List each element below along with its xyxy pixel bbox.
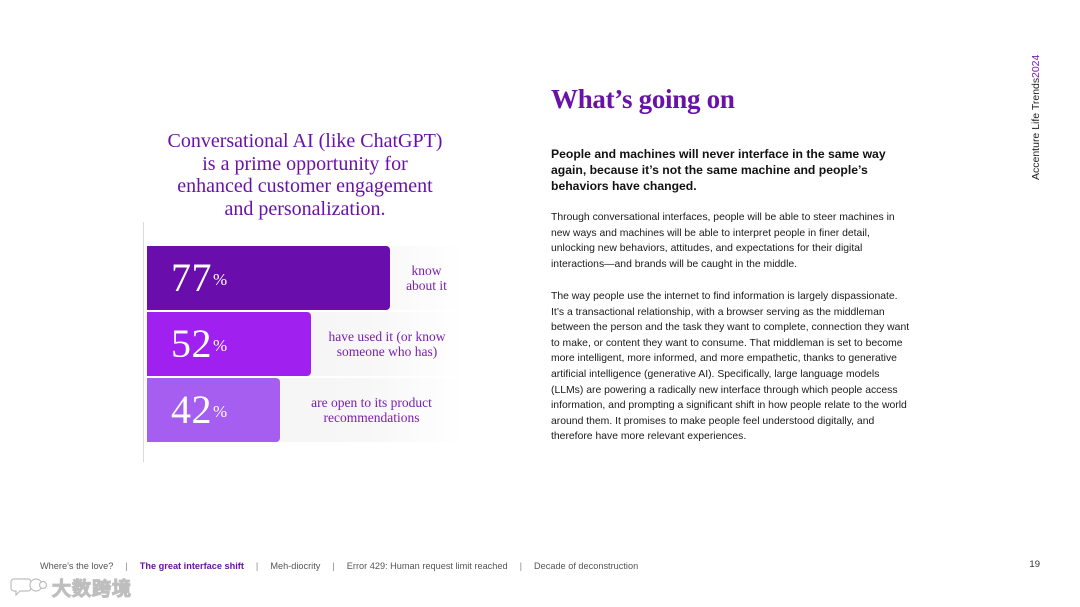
bar-category-line: are open to its product <box>311 394 432 410</box>
footer-separator: | <box>255 561 259 571</box>
footer-separator: | <box>125 561 128 571</box>
bar-value-number: 42 <box>171 387 212 432</box>
bar-value-number: 77 <box>171 255 212 300</box>
footer-nav-decade-of-deconstruction[interactable]: Decade of deconstruction <box>534 561 639 571</box>
body-paragraph-1: Through conversational interfaces, peopl… <box>551 212 895 270</box>
bar: 52% <box>147 312 311 376</box>
bar-category-text: have used it (or know someone who has) <box>329 329 446 360</box>
report-name: Accenture Life Trends <box>1030 77 1042 180</box>
chart-axis-line <box>143 222 144 462</box>
bar-category-label: have used it (or know someone who has) <box>311 312 463 376</box>
bar-category-line: know <box>411 262 442 278</box>
chat-bubble-logo-icon <box>10 578 48 597</box>
chart-title-line: and personalization. <box>224 197 386 220</box>
page-number: 19 <box>1029 559 1040 570</box>
bar-category-label: know about it <box>390 246 463 310</box>
lead-paragraph: People and machines will never interface… <box>551 147 886 193</box>
stat-bar-chart: 77% know about it 52% have used it (or know s… <box>143 222 473 462</box>
bar-category-label: are open to its product recommendations <box>280 378 463 442</box>
bar-category-text: know about it <box>406 263 447 294</box>
bar-value-suffix: % <box>213 336 228 355</box>
bar: 77% <box>147 246 390 310</box>
chart-title-line: enhanced customer engagement <box>177 175 433 197</box>
footer-nav-great-interface-shift[interactable]: The great interface shift <box>139 561 244 571</box>
footer-nav-meh-diocrity[interactable]: Meh-diocrity <box>270 561 321 571</box>
chart-title-line: is a prime opportunity for <box>202 152 408 175</box>
bar-value-suffix: % <box>213 402 228 421</box>
chart-title-line: Conversational AI (like ChatGPT) <box>167 130 443 152</box>
footer-nav-error-429[interactable]: Error 429: Human request limit reached <box>346 561 508 571</box>
bar-category-line: recommendations <box>323 410 420 425</box>
body-paragraph-2: The way people use the internet to find … <box>551 291 910 443</box>
footer-nav: Where’s the love? | The great interface … <box>40 559 638 573</box>
bar-value-label: 52% <box>171 322 228 366</box>
bar-value-suffix: % <box>213 270 228 289</box>
bar-row: 77% know about it <box>147 246 463 310</box>
bar-category-line: someone who has) <box>336 344 438 359</box>
bar: 42% <box>147 378 280 442</box>
bar-value-label: 77% <box>171 256 228 300</box>
watermark-text: 大数跨境 <box>51 578 133 600</box>
bar-value-number: 52 <box>171 321 212 366</box>
bar-row: 52% have used it (or know someone who has) <box>147 312 463 376</box>
section-heading: What’s going on <box>551 84 735 114</box>
footer-nav-wheres-the-love[interactable]: Where’s the love? <box>40 561 114 571</box>
bar-category-text: are open to its product recommendations <box>311 395 432 426</box>
bar-category-line: have used it (or know <box>328 328 446 344</box>
report-side-label: Accenture Life Trends2024 <box>1030 38 1044 181</box>
footer-separator: | <box>332 561 335 571</box>
chart-title: Conversational AI (like ChatGPT) is a pr… <box>150 130 460 220</box>
bar-value-label: 42% <box>171 388 228 432</box>
report-year: 2024 <box>1030 54 1042 78</box>
bar-category-line: about it <box>406 278 447 293</box>
footer-separator: | <box>519 561 522 571</box>
bar-row: 42% are open to its product recommendation… <box>147 378 463 442</box>
watermark: 大数跨境 <box>10 574 132 600</box>
